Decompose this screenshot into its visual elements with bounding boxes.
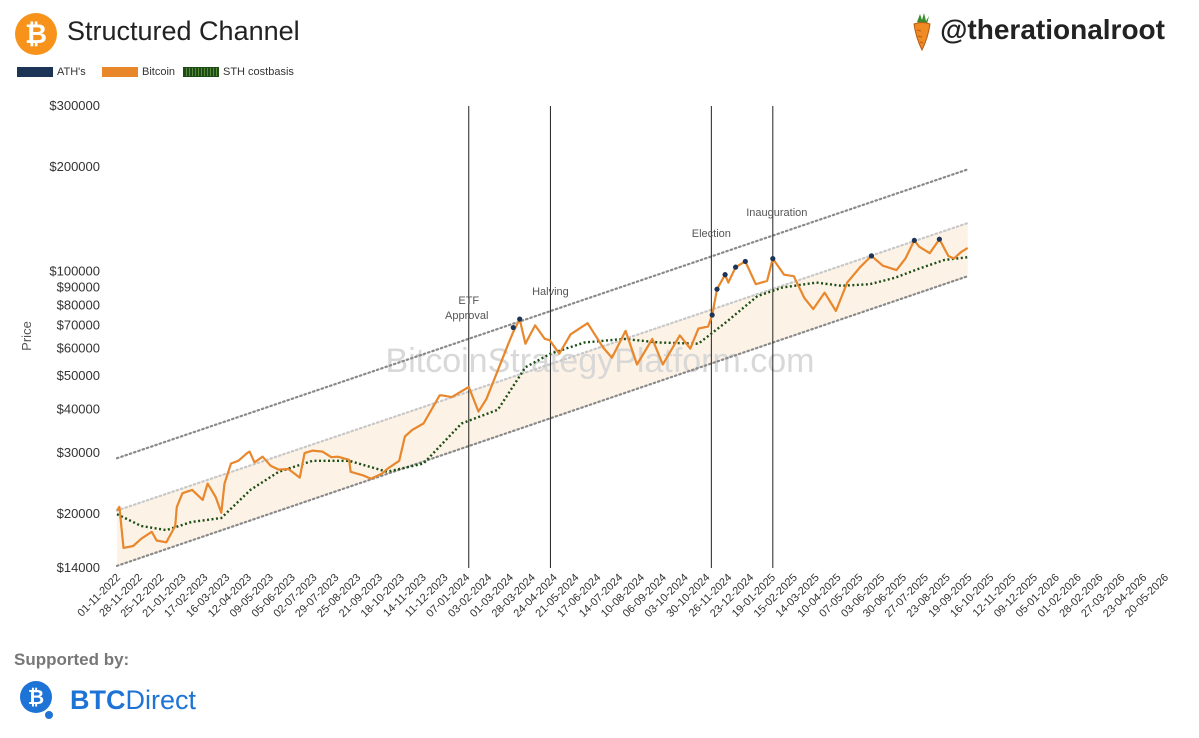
- ath-marker: [709, 312, 715, 318]
- legend-label-bitcoin: Bitcoin: [142, 66, 176, 78]
- ath-marker: [510, 324, 516, 331]
- price-chart: BitcoinStrategyPlatform.com ETFApprovalH…: [19, 98, 1171, 620]
- svg-text:₿: ₿: [28, 685, 44, 709]
- author-handle: @therationalroot: [940, 14, 1165, 45]
- channel-line-lower: [115, 275, 969, 567]
- ath-marker: [742, 258, 748, 265]
- event-label: ETF: [458, 295, 479, 307]
- y-tick-label: $20000: [57, 506, 100, 521]
- btcdirect-wordmark-bold: BTC: [70, 685, 126, 715]
- channel-lines-layer: [115, 168, 969, 567]
- y-tick-label: $80000: [57, 297, 100, 312]
- y-tick-label: $40000: [57, 402, 100, 417]
- sth-costbasis-line: [116, 256, 968, 532]
- legend-label-sth: STH costbasis: [223, 66, 294, 78]
- y-tick-label: $100000: [49, 264, 100, 279]
- ath-marker: [517, 316, 523, 322]
- page-title: Structured Channel: [67, 16, 300, 46]
- x-axis: 01-11-202228-11-202225-12-202221-01-2023…: [75, 572, 1171, 620]
- y-tick-label: $60000: [57, 341, 100, 356]
- ath-marker: [714, 286, 720, 292]
- event-lines-layer: ETF Approval Halving Election Inauguration: [445, 106, 807, 568]
- event-label: Inauguration: [746, 207, 807, 219]
- event-label-line2: Approval: [445, 310, 488, 322]
- y-axis: $14000 $20000 $30000 $40000 $50000 $60000 $700…: [49, 98, 100, 575]
- y-tick-label: $70000: [57, 317, 100, 332]
- btcdirect-wordmark-rest: Direct: [125, 685, 197, 715]
- carrot-icon: [913, 13, 931, 52]
- y-tick-label: $200000: [49, 159, 100, 174]
- event-label: Halving: [532, 286, 569, 298]
- ath-marker: [770, 256, 776, 262]
- ath-marker: [722, 272, 728, 278]
- header: ₿ Structured Channel @therationalroot: [0, 0, 1199, 64]
- ath-marker: [911, 237, 917, 244]
- y-tick-label: $90000: [57, 279, 100, 294]
- legend-item-sth: STH costbasis: [183, 66, 294, 78]
- bitcoin-price-layer: [116, 238, 969, 549]
- y-tick-label: $300000: [49, 98, 100, 113]
- btcdirect-wordmark: BTCDirect: [70, 685, 196, 716]
- y-tick-label: $30000: [57, 445, 100, 460]
- legend-swatch-ath: [17, 67, 53, 77]
- bitcoin-logo-icon: ₿: [15, 13, 57, 55]
- legend-item-ath: ATH's: [17, 66, 86, 78]
- y-tick-label: $14000: [57, 560, 100, 575]
- ath-marker: [868, 253, 875, 259]
- ath-marker: [936, 236, 942, 242]
- legend-swatch-bitcoin: [102, 67, 138, 77]
- btcdirect-bitcoin-icon: ₿: [20, 681, 53, 719]
- bitcoin-price-line: [116, 238, 969, 549]
- event-label: Election: [692, 228, 731, 240]
- legend-swatch-sth: [183, 67, 219, 77]
- ath-marker: [733, 264, 739, 270]
- legend-label-ath: ATH's: [57, 66, 86, 78]
- sth-costbasis-layer: [116, 256, 968, 532]
- y-tick-label: $50000: [57, 368, 100, 383]
- channel-line-upper: [115, 168, 969, 460]
- legend-item-bitcoin: Bitcoin: [102, 66, 175, 78]
- channel-band-area: [117, 223, 968, 566]
- ath-markers-layer: [510, 236, 942, 331]
- channel-line-middle: [115, 221, 969, 512]
- y-axis-label: Price: [19, 321, 34, 351]
- channel-band-layer: [117, 223, 968, 566]
- supported-by-label: Supported by:: [14, 650, 130, 669]
